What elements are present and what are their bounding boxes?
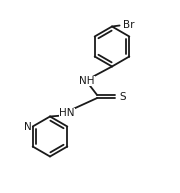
Text: Br: Br (123, 20, 134, 30)
Text: N: N (24, 122, 32, 131)
Text: NH: NH (79, 75, 95, 85)
Text: HN: HN (59, 108, 75, 118)
Text: S: S (120, 91, 126, 102)
